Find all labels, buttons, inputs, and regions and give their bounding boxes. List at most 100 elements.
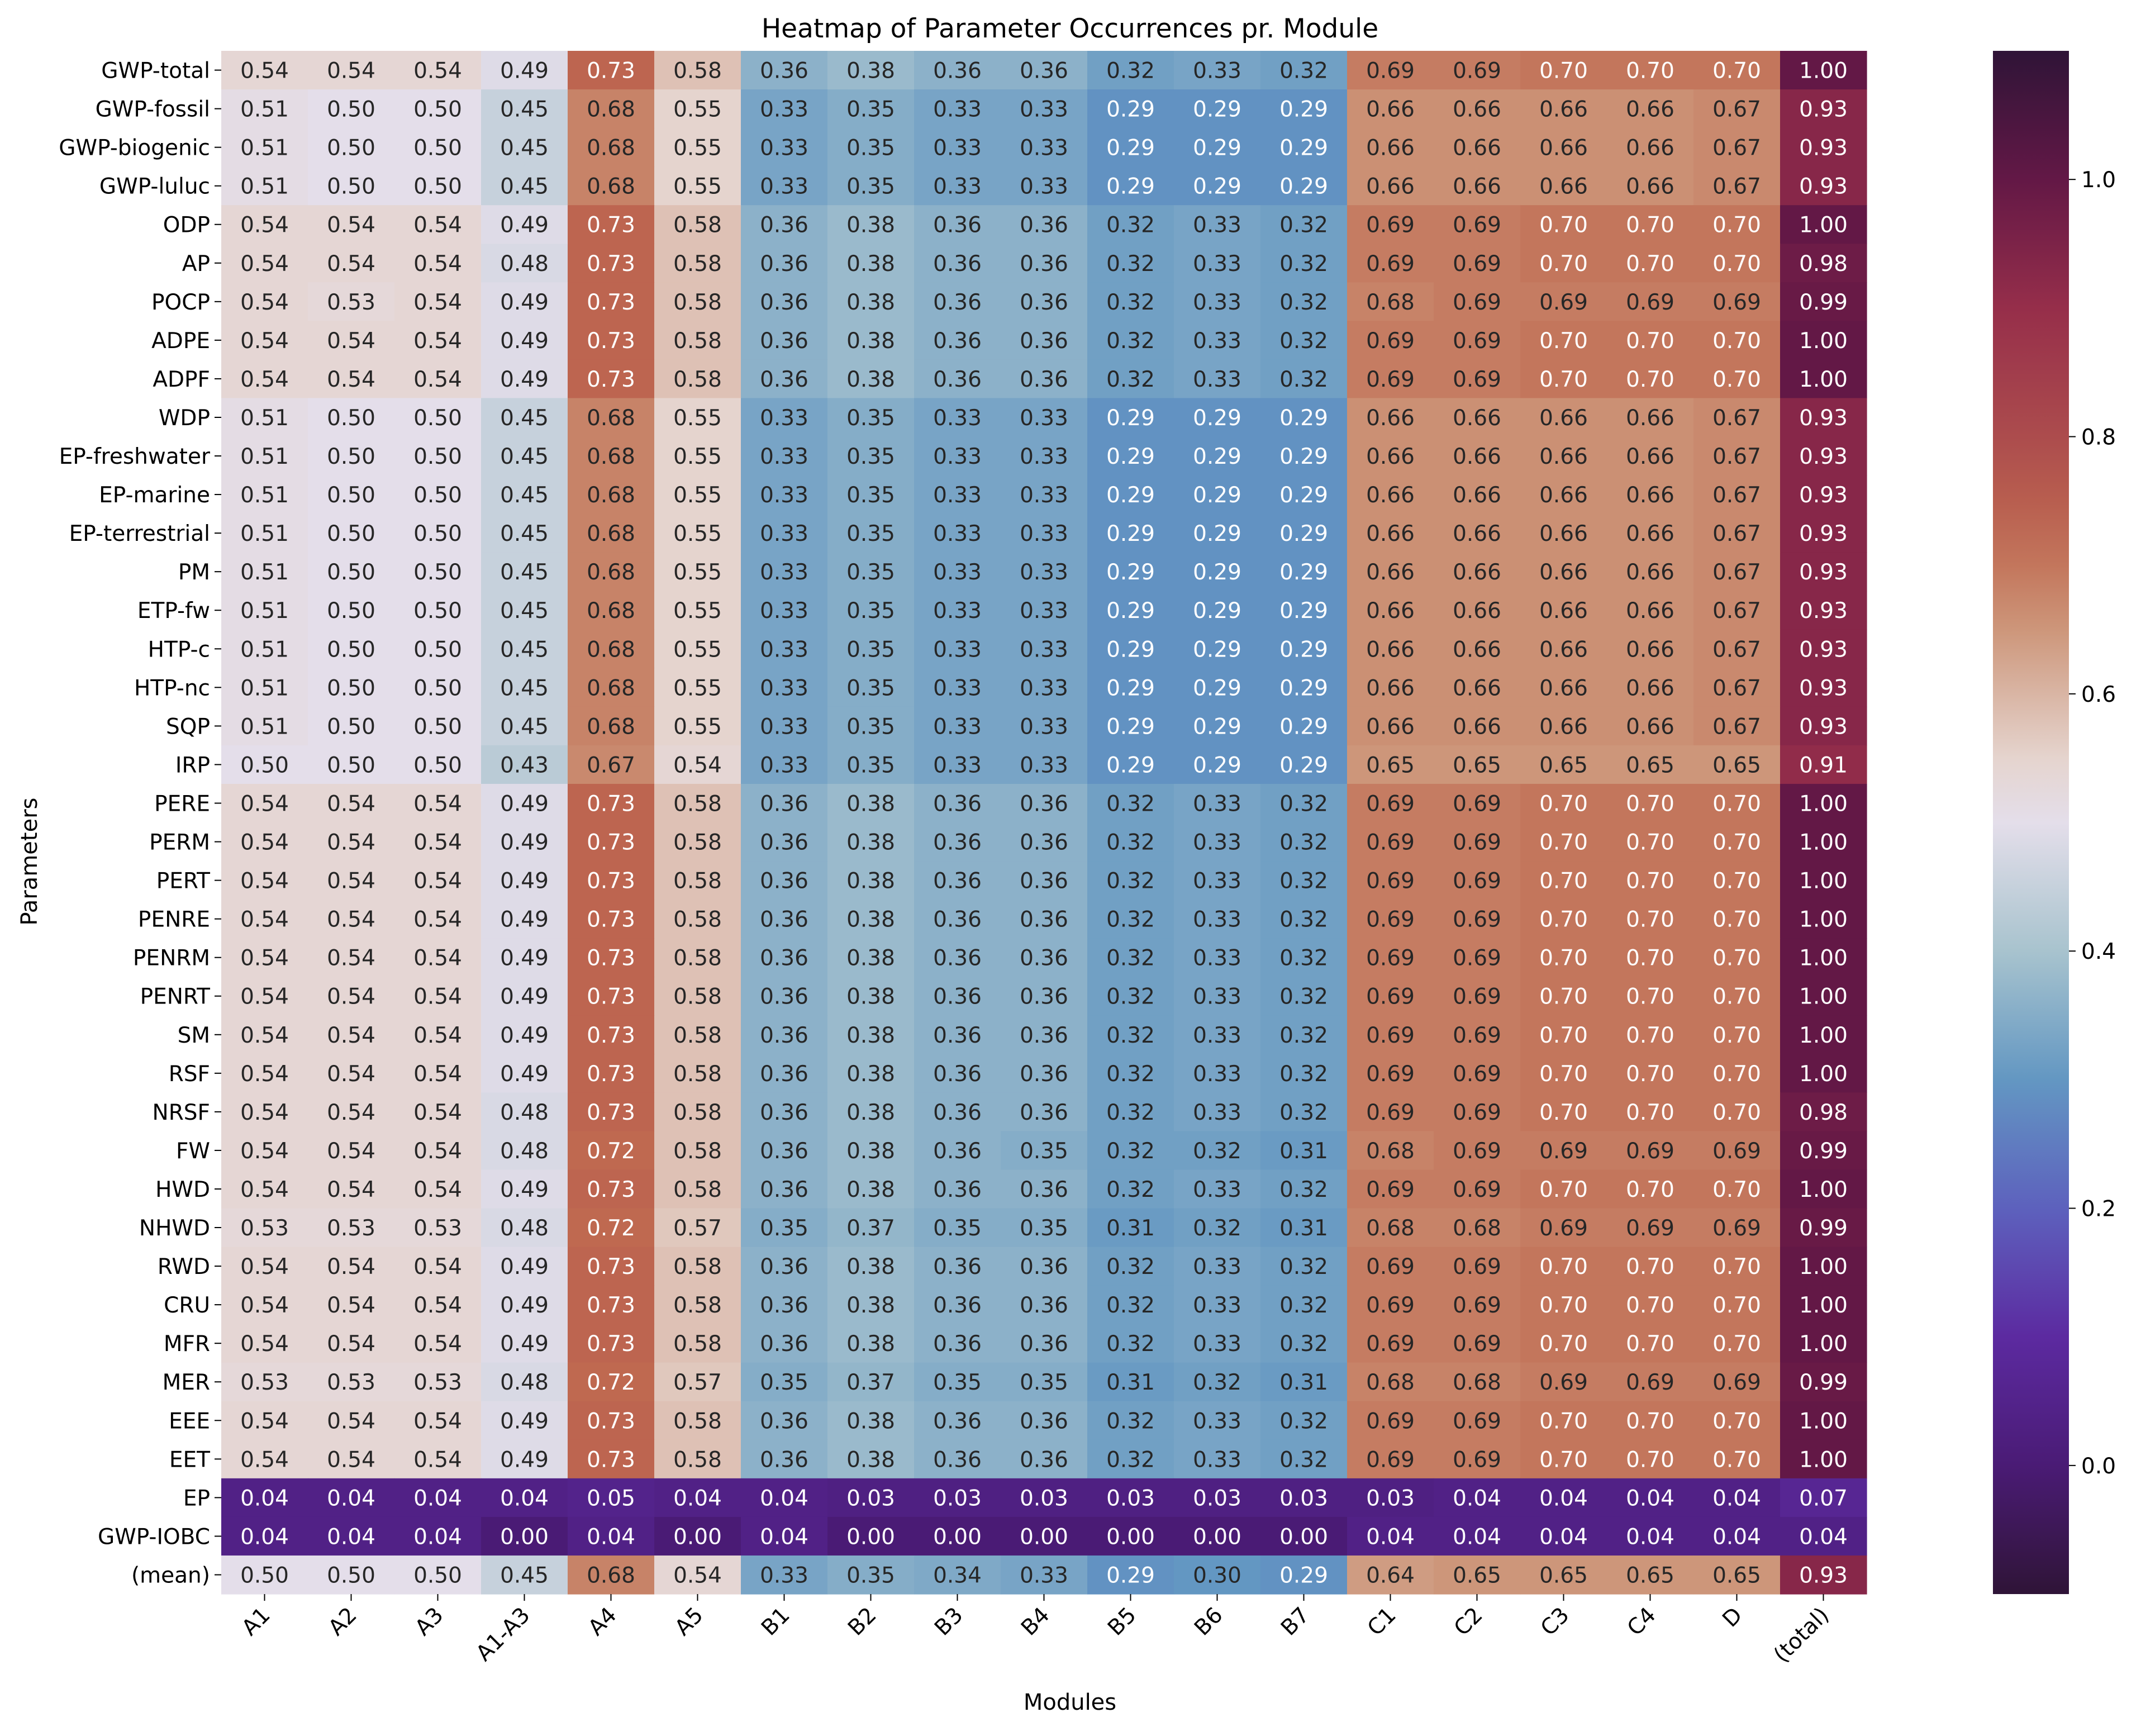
cell-value-label: 0.69 xyxy=(1539,290,1588,315)
heatmap-cell xyxy=(1347,1555,1434,1595)
heatmap-cell xyxy=(1607,629,1694,669)
cell-value-label: 0.66 xyxy=(1453,560,1501,585)
heatmap-cell xyxy=(654,552,741,592)
cell-value-label: 0.36 xyxy=(1020,1254,1068,1280)
cell-value-label: 0.69 xyxy=(1366,59,1415,84)
cell-value-label: 0.31 xyxy=(1106,1370,1155,1395)
cell-value-label: 0.53 xyxy=(413,1216,462,1241)
cell-value-label: 0.29 xyxy=(1193,97,1241,122)
cell-value-label: 0.67 xyxy=(587,753,635,778)
cell-value-label: 0.32 xyxy=(1106,791,1155,816)
heatmap-cell xyxy=(481,706,568,746)
heatmap-cell xyxy=(394,1054,482,1093)
cell-value-label: 0.33 xyxy=(1193,1293,1241,1318)
cell-value-label: 0.36 xyxy=(933,830,982,855)
cell-value-label: 0.00 xyxy=(1020,1524,1068,1549)
heatmap-cell xyxy=(1260,1054,1348,1093)
cell-value-label: 0.69 xyxy=(1626,290,1674,315)
heatmap-cell xyxy=(1260,513,1348,553)
heatmap-cell xyxy=(1087,1247,1174,1286)
cell-value-label: 0.70 xyxy=(1626,251,1674,277)
heatmap-cell xyxy=(1693,1092,1781,1131)
heatmap-cell xyxy=(1693,1054,1781,1093)
cell-value-label: 0.35 xyxy=(846,406,895,431)
cell-value-label: 0.54 xyxy=(413,290,462,315)
cell-value-label: 0.69 xyxy=(1626,1370,1674,1395)
cell-value-label: 0.32 xyxy=(1106,946,1155,971)
cell-value-label: 0.54 xyxy=(413,1331,462,1357)
cell-value-label: 0.73 xyxy=(587,329,635,354)
cell-value-label: 0.68 xyxy=(587,714,635,739)
cell-value-label: 0.36 xyxy=(933,1447,982,1472)
heatmap-cell xyxy=(1693,706,1781,746)
heatmap-cell xyxy=(1087,822,1174,862)
cell-value-label: 0.68 xyxy=(587,521,635,546)
heatmap-cell xyxy=(1001,1092,1088,1131)
heatmap-cell xyxy=(481,745,568,784)
cell-value-label: 0.58 xyxy=(673,251,722,277)
heatmap-cell xyxy=(1520,51,1607,90)
heatmap-cell xyxy=(1174,436,1261,476)
heatmap-cell xyxy=(568,1362,655,1402)
heatmap-cell xyxy=(1434,706,1521,746)
heatmap-cell xyxy=(1347,1478,1434,1518)
heatmap-cell xyxy=(1174,706,1261,746)
heatmap-cell xyxy=(1347,861,1434,900)
cell-value-label: 0.00 xyxy=(673,1524,722,1549)
cell-value-label: 0.66 xyxy=(1626,637,1674,662)
cell-value-label: 0.68 xyxy=(1366,1216,1415,1241)
heatmap-cell xyxy=(308,436,395,476)
heatmap-cell xyxy=(827,1516,915,1556)
heatmap-cell xyxy=(1434,475,1521,515)
cell-value-label: 0.33 xyxy=(1193,1177,1241,1202)
heatmap-cell xyxy=(1087,552,1174,592)
cell-value-label: 0.70 xyxy=(1626,830,1674,855)
cell-value-label: 0.73 xyxy=(587,830,635,855)
cell-value-label: 0.36 xyxy=(760,329,808,354)
cell-value-label: 0.50 xyxy=(413,174,462,199)
heatmap-cell xyxy=(914,205,1001,244)
heatmap-cell xyxy=(1347,938,1434,977)
cell-value-label: 0.50 xyxy=(327,753,375,778)
heatmap-cell xyxy=(741,89,828,129)
cell-value-label: 0.37 xyxy=(846,1370,895,1395)
cell-value-label: 0.36 xyxy=(1020,59,1068,84)
heatmap-cell xyxy=(1780,1015,1867,1054)
heatmap-cell xyxy=(1780,321,1867,360)
heatmap-cell xyxy=(394,900,482,939)
cell-value-label: 0.36 xyxy=(760,946,808,971)
heatmap-cell xyxy=(481,1054,568,1093)
cell-value-label: 0.65 xyxy=(1712,753,1761,778)
cell-value-label: 0.36 xyxy=(1020,290,1068,315)
cell-value-label: 0.68 xyxy=(587,676,635,701)
cell-value-label: 0.54 xyxy=(240,830,289,855)
cell-value-label: 0.99 xyxy=(1799,1139,1848,1164)
cell-value-label: 0.66 xyxy=(1366,714,1415,739)
heatmap-cell xyxy=(308,89,395,129)
heatmap-cell xyxy=(654,1285,741,1325)
heatmap-cell xyxy=(568,861,655,900)
heatmap-cell xyxy=(1607,783,1694,823)
cell-value-label: 0.29 xyxy=(1193,714,1241,739)
cell-value-label: 0.70 xyxy=(1539,329,1588,354)
heatmap-cell xyxy=(481,475,568,515)
heatmap-cell xyxy=(1434,629,1521,669)
heatmap-cell xyxy=(1693,128,1781,167)
heatmap-cell xyxy=(1087,900,1174,939)
cell-value-label: 0.33 xyxy=(760,521,808,546)
heatmap-cell xyxy=(1087,282,1174,321)
heatmap-cell xyxy=(394,1516,482,1556)
cell-value-label: 1.00 xyxy=(1799,946,1848,971)
heatmap-cell xyxy=(1693,1555,1781,1595)
heatmap-cell xyxy=(1520,359,1607,399)
cell-value-label: 0.36 xyxy=(933,1023,982,1048)
heatmap-cell xyxy=(1260,1169,1348,1209)
cell-value-label: 0.68 xyxy=(587,174,635,199)
cell-value-label: 0.66 xyxy=(1453,714,1501,739)
heatmap-cell xyxy=(654,51,741,90)
heatmap-cell xyxy=(1520,398,1607,437)
heatmap-cell xyxy=(654,167,741,206)
heatmap-cell xyxy=(827,1169,915,1209)
heatmap-cell xyxy=(654,475,741,515)
cell-value-label: 0.51 xyxy=(240,174,289,199)
